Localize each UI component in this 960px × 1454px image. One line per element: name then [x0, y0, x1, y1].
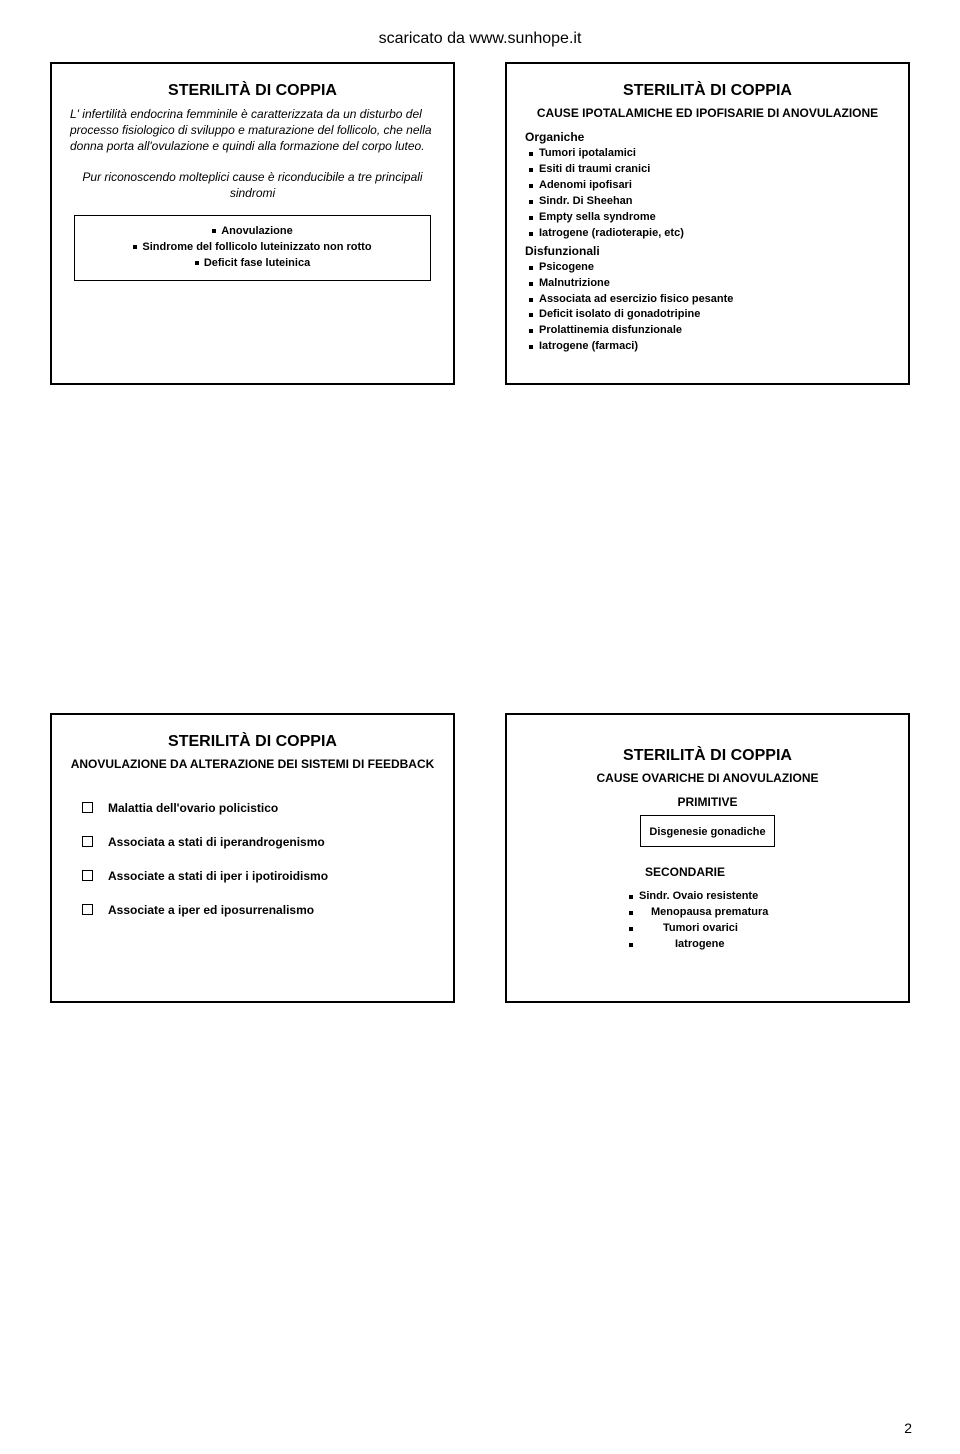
list-item: Empty sella syndrome [525, 210, 890, 226]
list-item: Deficit fase luteinica [83, 256, 422, 272]
section-label: Organiche [525, 130, 890, 144]
panel-title: STERILITÀ DI COPPIA [525, 747, 890, 765]
primitive-text: Disgenesie gonadiche [649, 826, 765, 838]
panel-bottom-right: STERILITÀ DI COPPIA CAUSE OVARICHE DI AN… [505, 713, 910, 1003]
list-item: Iatrogene (radioterapie, etc) [525, 226, 890, 242]
page: scaricato da www.sunhope.it STERILITÀ DI… [0, 0, 960, 1454]
list-item: Associata a stati di iperandrogenismo [70, 833, 435, 851]
list-item: Menopausa prematura [625, 905, 890, 921]
list-item: Sindr. Ovaio resistente [625, 889, 890, 905]
list-item: Malattia dell'ovario policistico [70, 799, 435, 817]
panel-bottom-left: STERILITÀ DI COPPIA ANOVULAZIONE DA ALTE… [50, 713, 455, 1003]
list-item: Adenomi ipofisari [525, 178, 890, 194]
panel-subtitle: ANOVULAZIONE DA ALTERAZIONE DEI SISTEMI … [70, 757, 435, 771]
list-item: Tumori ipotalamici [525, 146, 890, 162]
panel-top-right: STERILITÀ DI COPPIA CAUSE IPOTALAMICHE E… [505, 62, 910, 385]
section-label: Disfunzionali [525, 244, 890, 258]
panel-title: STERILITÀ DI COPPIA [70, 733, 435, 751]
spacer [50, 433, 910, 713]
primitive-box: Disgenesie gonadiche [640, 815, 774, 847]
bottom-row: STERILITÀ DI COPPIA ANOVULAZIONE DA ALTE… [50, 713, 910, 1003]
sub-paragraph: Pur riconoscendo molteplici cause è rico… [70, 169, 435, 201]
panel-subtitle: CAUSE IPOTALAMICHE ED IPOFISARIE DI ANOV… [525, 106, 890, 120]
page-number: 2 [904, 1420, 912, 1436]
list-item: Associata ad esercizio fisico pesante [525, 292, 890, 308]
list-item: Anovulazione [83, 224, 422, 240]
list-item: Associate a stati di iper i ipotiroidism… [70, 867, 435, 885]
list-item: Sindr. Di Sheehan [525, 194, 890, 210]
list-item: Esiti di traumi cranici [525, 162, 890, 178]
organiche-list: Tumori ipotalamici Esiti di traumi crani… [525, 146, 890, 242]
inner-list: Anovulazione Sindrome del follicolo lute… [83, 224, 422, 272]
inner-box: Anovulazione Sindrome del follicolo lute… [74, 215, 431, 281]
list-item: Associate a iper ed iposurrenalismo [70, 901, 435, 919]
secondary-label: SECONDARIE [525, 865, 890, 879]
disfunzionali-list: Psicogene Malnutrizione Associata ad ese… [525, 260, 890, 356]
list-item: Psicogene [525, 260, 890, 276]
secondary-list: Sindr. Ovaio resistente Menopausa premat… [625, 889, 890, 953]
panel-title: STERILITÀ DI COPPIA [525, 82, 890, 100]
panel-title: STERILITÀ DI COPPIA [70, 82, 435, 100]
feedback-list: Malattia dell'ovario policistico Associa… [70, 799, 435, 919]
top-row: STERILITÀ DI COPPIA L' infertilità endoc… [50, 62, 910, 385]
page-header: scaricato da www.sunhope.it [50, 30, 910, 48]
primitive-label: PRIMITIVE [525, 795, 890, 809]
intro-paragraph: L' infertilità endocrina femminile è car… [70, 106, 435, 155]
list-item: Sindrome del follicolo luteinizzato non … [83, 240, 422, 256]
list-item: Prolattinemia disfunzionale [525, 323, 890, 339]
panel-subtitle: CAUSE OVARICHE DI ANOVULAZIONE [525, 771, 890, 785]
list-item: Malnutrizione [525, 276, 890, 292]
list-item: Iatrogene [625, 937, 890, 953]
list-item: Iatrogene (farmaci) [525, 339, 890, 355]
list-item: Tumori ovarici [625, 921, 890, 937]
panel-top-left: STERILITÀ DI COPPIA L' infertilità endoc… [50, 62, 455, 385]
list-item: Deficit isolato di gonadotripine [525, 307, 890, 323]
